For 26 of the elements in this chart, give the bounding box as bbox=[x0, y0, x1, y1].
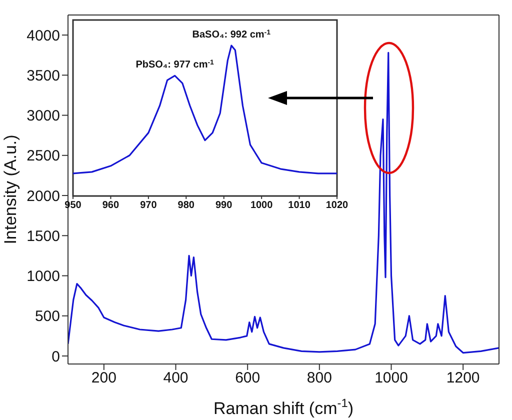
annotation: PbSO₄: 977 cm$^{-1}$ bbox=[136, 59, 214, 71]
x-tick-label: 990 bbox=[216, 200, 233, 212]
y-axis-title: Intensity (A.u.) bbox=[1, 134, 20, 244]
y-tick-label: 1500 bbox=[26, 228, 60, 245]
y-tick-label: 1000 bbox=[26, 268, 60, 286]
y-tick-label: 0 bbox=[52, 348, 60, 366]
x-tick-label: 960 bbox=[102, 200, 120, 212]
x-tick-label: 1010 bbox=[288, 200, 311, 212]
x-tick-label: 980 bbox=[178, 200, 195, 212]
x-tick-label: 200 bbox=[91, 370, 116, 387]
x-tick-label: 800 bbox=[306, 370, 332, 387]
x-tick-label: 1020 bbox=[326, 200, 349, 212]
x-tick-label: 1000 bbox=[250, 200, 274, 212]
x-axis-title: Raman shift (cm$^{-1}$) bbox=[214, 396, 354, 418]
y-tick-label: 4000 bbox=[26, 27, 60, 44]
y-tick-label: 3500 bbox=[26, 67, 60, 84]
x-tick-label: 600 bbox=[235, 370, 260, 387]
x-tick-label: 1200 bbox=[446, 370, 480, 387]
y-tick-label: 3000 bbox=[26, 108, 60, 125]
annotation: BaSO₄: 992 cm$^{-1}$ bbox=[192, 29, 271, 41]
x-tick-label: 400 bbox=[163, 370, 188, 387]
y-tick-label: 500 bbox=[34, 308, 60, 326]
x-tick-label: 970 bbox=[140, 200, 158, 212]
x-tick-label: 1000 bbox=[374, 370, 408, 387]
y-tick-label: 2500 bbox=[26, 148, 60, 165]
y-tick-label: 2000 bbox=[26, 188, 60, 205]
